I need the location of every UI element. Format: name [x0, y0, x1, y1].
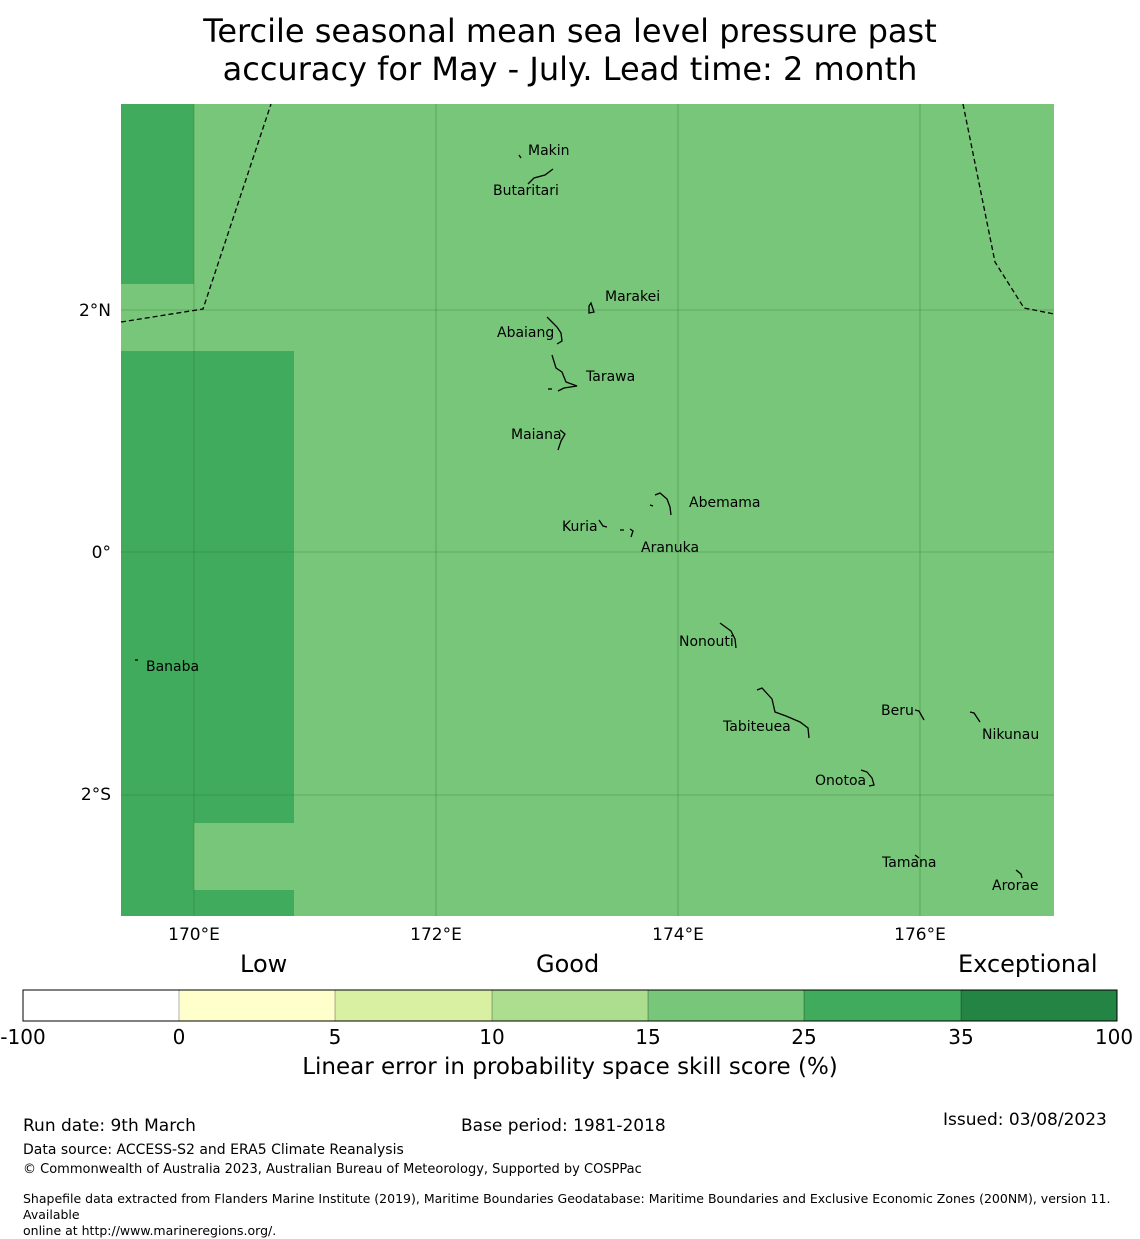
eez-boundary-east — [962, 103, 1055, 315]
data-source: Data source: ACCESS-S2 and ERA5 Climate … — [23, 1142, 404, 1158]
skill-region-25-35-west — [121, 351, 294, 823]
category-exceptional: Exceptional — [958, 950, 1098, 978]
label-onotoa: Onotoa — [815, 773, 866, 789]
eez-boundaries — [120, 103, 1055, 323]
lat-label-0: 0° — [92, 543, 111, 563]
category-low: Low — [240, 950, 288, 978]
label-makin: Makin — [528, 143, 570, 159]
copyright: © Commonwealth of Australia 2023, Austra… — [23, 1162, 642, 1177]
coast-butaritari — [527, 168, 554, 185]
coast-tarawa — [551, 354, 578, 392]
label-tabiteuea: Tabiteuea — [722, 719, 791, 735]
label-arorae: Arorae — [992, 878, 1039, 894]
colorbar-tick: 15 — [635, 1025, 661, 1049]
colorbar-frame — [22, 989, 1118, 1022]
coast-makin — [518, 154, 522, 159]
colorbar — [22, 989, 1118, 1022]
colorbar-tick: 25 — [791, 1025, 817, 1049]
label-aranuka: Aranuka — [641, 540, 699, 556]
colorbar-tick: 100 — [1094, 1025, 1134, 1049]
category-good: Good — [536, 950, 600, 978]
coast-onotoa — [860, 769, 875, 787]
title-line-1: Tercile seasonal mean sea level pressure… — [203, 12, 937, 50]
coast-abemama — [654, 492, 672, 516]
colorbar-bin-0-5 — [179, 990, 335, 1021]
label-butaritari: Butaritari — [493, 183, 559, 199]
shapefile-credit-line-2: online at http://www.marineregions.org/. — [23, 1223, 277, 1238]
axis-labels: 170°E 172°E 174°E 176°E 2°N 0° 2°S — [79, 301, 946, 945]
colorbar-dividers — [178, 990, 962, 1021]
issued-date: Issued: 03/08/2023 — [943, 1110, 1107, 1130]
skill-region-25-35-north — [121, 104, 194, 284]
coast-nonouti — [719, 622, 737, 649]
label-nikunau: Nikunau — [982, 727, 1039, 743]
shapefile-credit-line-1: Shapefile data extracted from Flanders M… — [23, 1191, 1111, 1222]
shapefile-credit: Shapefile data extracted from Flanders M… — [23, 1191, 1135, 1239]
coast-nikunau — [969, 711, 981, 723]
graticule — [121, 104, 1054, 916]
label-tamana: Tamana — [881, 855, 936, 871]
colorbar-bin-15-25 — [648, 990, 804, 1021]
lon-label-170e: 170°E — [168, 925, 220, 945]
colorbar-bin-25-35 — [804, 990, 961, 1021]
colorbar-tick: 35 — [948, 1025, 974, 1049]
run-date: Run date: 9th March — [23, 1116, 196, 1136]
label-banaba: Banaba — [146, 659, 199, 675]
colorbar-label: Linear error in probability space skill … — [302, 1054, 838, 1080]
island-labels: Makin Butaritari Marakei Abaiang Tarawa … — [146, 143, 1039, 894]
label-abaiang: Abaiang — [497, 325, 554, 341]
coast-beru — [914, 709, 925, 721]
colorbar-bin-5-10 — [335, 990, 492, 1021]
lat-label-2n: 2°N — [79, 301, 111, 321]
colorbar-tick: -100 — [0, 1025, 46, 1049]
skill-region-25-35-corner — [194, 890, 294, 916]
skill-region-25-35-south — [121, 823, 194, 916]
label-beru: Beru — [881, 703, 914, 719]
coast-marakei — [588, 301, 595, 314]
title-line-2: accuracy for May - July. Lead time: 2 mo… — [222, 50, 918, 88]
label-maiana: Maiana — [511, 427, 562, 443]
base-period: Base period: 1981-2018 — [461, 1116, 666, 1136]
label-abemama: Abemama — [689, 495, 761, 511]
colorbar-bin-10-15 — [492, 990, 648, 1021]
coast-kuria — [598, 519, 608, 528]
colorbar-tick: 10 — [479, 1025, 505, 1049]
coast-abemama-islet — [649, 504, 654, 507]
chart-title: Tercile seasonal mean sea level pressure… — [0, 12, 1140, 88]
label-tarawa: Tarawa — [585, 369, 635, 385]
coast-maiana — [557, 429, 566, 451]
colorbar-bin-35-100 — [961, 990, 1117, 1021]
lat-label-2s: 2°S — [81, 785, 111, 805]
coast-tamana — [914, 854, 920, 859]
island-coastlines — [135, 154, 1023, 879]
lon-label-176e: 176°E — [894, 925, 946, 945]
coast-arorae — [1015, 869, 1023, 879]
colorbar-tick: 0 — [172, 1025, 186, 1049]
lon-label-172e: 172°E — [410, 925, 462, 945]
coast-tabiteuea — [756, 687, 810, 739]
lon-label-174e: 174°E — [652, 925, 704, 945]
eez-boundary-west — [120, 103, 272, 323]
label-nonouti: Nonouti — [679, 634, 734, 650]
colorbar-tick: 5 — [328, 1025, 342, 1049]
coast-aranuka — [620, 528, 634, 538]
colorbar-bin-neg100-0 — [23, 990, 179, 1021]
coast-abaiang — [546, 316, 563, 345]
label-marakei: Marakei — [605, 289, 660, 305]
label-kuria: Kuria — [562, 519, 598, 535]
